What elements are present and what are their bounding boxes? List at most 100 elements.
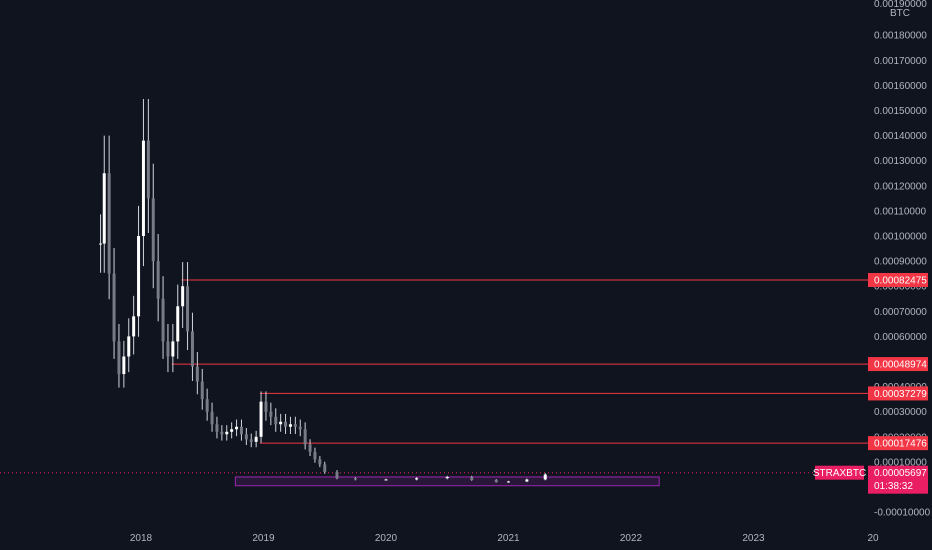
candle-body [293, 424, 297, 427]
candle-body [288, 424, 292, 427]
candle-body [122, 356, 126, 375]
candle-body [298, 426, 302, 430]
symbol-tag: STRAXBTC [813, 468, 866, 479]
candle-body [112, 273, 116, 342]
candle-body [323, 464, 327, 472]
candle-body [470, 476, 474, 480]
candle-body [318, 459, 322, 465]
candle-body [313, 451, 317, 460]
price-tick-label: 0.00100000 [874, 232, 927, 243]
time-tick-label: 20 [867, 533, 879, 544]
time-tick-label: 2022 [620, 533, 643, 544]
price-labels: 0.00082475 0.00048974 0.00037279 0.00017476… [813, 272, 928, 494]
candle-body [205, 399, 209, 412]
candle-body [235, 426, 239, 430]
candle-body [284, 421, 288, 427]
price-tick-label: 0.00180000 [874, 31, 927, 42]
time-tick-label: 2018 [130, 533, 153, 544]
time-tick-label: 2021 [497, 533, 520, 544]
countdown-label: 01:38:32 [874, 481, 913, 492]
candle-body [200, 381, 204, 400]
candle-body [269, 411, 273, 417]
level-label-0: 0.00082475 [874, 275, 927, 286]
price-tick-label: 0.00030000 [874, 407, 927, 418]
price-tick-label-top: 0.00190000 [874, 0, 927, 10]
level-label-3: 0.00017476 [874, 439, 927, 450]
candle-body [225, 431, 229, 435]
candle-body [102, 173, 106, 244]
current-price-bg [868, 465, 928, 494]
level-label-bg-1 [868, 357, 928, 372]
current-price-label: 0.00005697 [874, 468, 927, 479]
candle-body [525, 479, 529, 482]
candle-body [171, 341, 175, 357]
level-label-1: 0.00048974 [874, 360, 927, 371]
candle-body [161, 298, 165, 342]
candle-body [543, 474, 547, 480]
candle-body [303, 429, 307, 445]
candle-body [151, 198, 155, 262]
level-label-bg-3 [868, 436, 928, 451]
level-label-bg-2 [868, 386, 928, 401]
candle-body [141, 140, 145, 236]
candle-body [335, 471, 339, 479]
price-tick-label: 0.00120000 [874, 181, 927, 192]
level-lines [0, 279, 868, 474]
candle-body [279, 421, 283, 425]
currency-label: BTC [890, 8, 910, 19]
candle-body [494, 479, 498, 482]
candle-body [137, 236, 141, 317]
candle-body [166, 341, 170, 357]
candle-body [274, 416, 278, 425]
time-tick-label: 2020 [375, 533, 398, 544]
candle-body [186, 286, 190, 332]
price-tick-label: -0.00010000 [874, 508, 931, 519]
candles [99, 99, 547, 483]
candle-body [259, 401, 263, 437]
candle-body [215, 424, 219, 432]
candle-body [384, 479, 388, 481]
price-tick-label: 0.00130000 [874, 156, 927, 167]
price-tick-label: 0.00090000 [874, 257, 927, 268]
candle-body [107, 173, 111, 274]
time-tick-label: 2019 [252, 533, 275, 544]
candle-body [176, 306, 180, 342]
candle-body [210, 411, 214, 425]
candle-body [415, 478, 419, 480]
price-tick-label: 0.00160000 [874, 81, 927, 92]
price-tick-label: 0.00150000 [874, 106, 927, 117]
candle-body [353, 478, 357, 480]
candle-body [254, 436, 258, 442]
candle-body [99, 243, 103, 245]
time-axis[interactable] [0, 524, 868, 550]
candle-body [308, 444, 312, 452]
candle-body [195, 366, 199, 382]
candle-body [127, 336, 131, 357]
price-tick-label: 0.00140000 [874, 131, 927, 142]
candle-body [239, 426, 243, 435]
candle-body [249, 439, 253, 442]
candle-body [181, 286, 185, 307]
candle-body [264, 401, 268, 412]
symbol-tag-bg [815, 465, 864, 480]
level-label-2: 0.00037279 [874, 389, 927, 400]
price-tick-label: 0.00060000 [874, 332, 927, 343]
candle-body [220, 431, 224, 435]
candle-body [117, 341, 121, 375]
price-tick-label: 0.00010000 [874, 457, 927, 468]
candle-body [230, 429, 234, 432]
time-axis-ticks: 2018 2019 2020 2021 2022 2023 20 [130, 533, 879, 544]
candle-body [507, 481, 510, 483]
price-tick-label: 0.00170000 [874, 56, 927, 67]
candle-body [190, 331, 194, 367]
time-tick-label: 2023 [742, 533, 765, 544]
candle-body [146, 140, 150, 199]
price-tick-label: 0.00110000 [874, 206, 927, 217]
price-tick-label: 0.00080000 [874, 282, 927, 293]
candle-body [445, 476, 449, 479]
price-tick-label: 0.00070000 [874, 307, 927, 318]
candle-body [156, 261, 160, 299]
candle-body [132, 316, 136, 337]
